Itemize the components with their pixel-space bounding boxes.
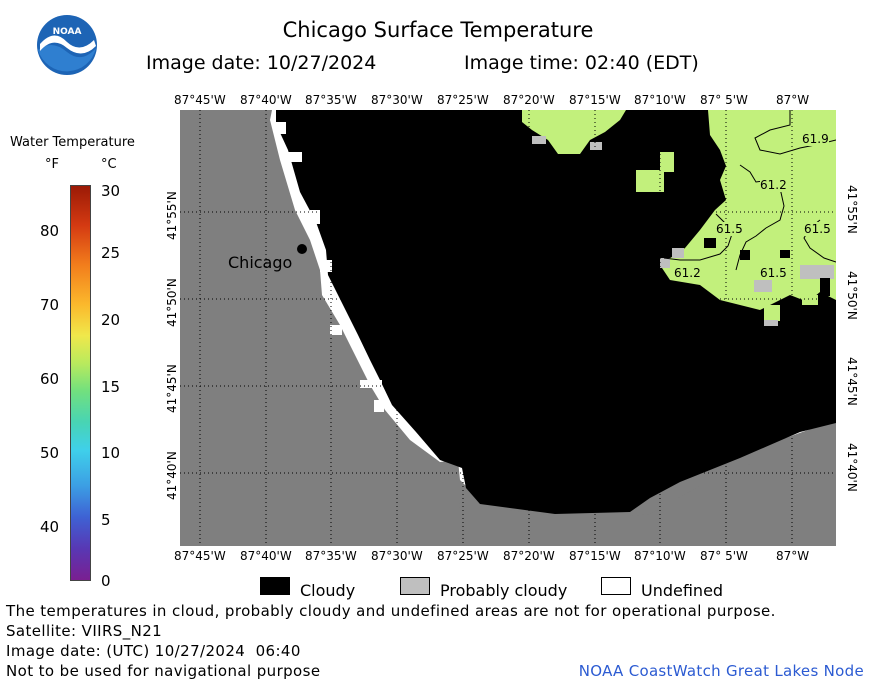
probably-cloudy-5	[800, 265, 834, 279]
contour-label-5: 61.2	[674, 266, 701, 280]
noaa-logo: NOAA	[37, 15, 97, 75]
cloudy-area	[276, 110, 836, 514]
temperature-color-bar	[70, 185, 91, 581]
lat-right-2: 41°50'N	[845, 271, 859, 320]
logo-text: NOAA	[53, 27, 82, 37]
lon-bottom-3: 87°35'W	[305, 549, 357, 563]
node-credit: NOAA CoastWatch Great Lakes Node	[578, 662, 864, 680]
legend-swatch-cloudy	[260, 577, 290, 595]
navigation-warning: Not to be used for navigational purpose	[6, 662, 321, 680]
unit-celsius: °C	[101, 157, 117, 172]
probably-cloudy-1	[532, 136, 546, 144]
chicago-marker	[297, 244, 307, 254]
lon-top-7: 87°15'W	[569, 93, 621, 107]
land-southeast	[458, 426, 836, 546]
lon-bottom-8: 87°10'W	[634, 549, 686, 563]
tick-f-40: 40	[40, 518, 60, 536]
lon-top-8: 87°10'W	[634, 93, 686, 107]
contour-label-2: 61.2	[760, 178, 787, 192]
contour-label-6: 61.5	[760, 266, 787, 280]
legend-label-probably-cloudy: Probably cloudy	[440, 581, 568, 600]
contour-label-1: 61.9	[802, 132, 829, 146]
tick-c-5: 5	[101, 511, 111, 529]
legend-label-cloudy: Cloudy	[300, 581, 356, 600]
satellite-text: Satellite: VIIRS_N21	[6, 622, 163, 640]
unit-fahrenheit: °F	[45, 157, 59, 172]
probably-cloudy-3	[672, 248, 684, 258]
tick-c-0: 0	[101, 572, 111, 590]
lat-left-1: 41°55'N	[165, 191, 179, 240]
lon-top-5: 87°25'W	[437, 93, 489, 107]
graticule	[180, 110, 836, 546]
city-label-chicago: Chicago	[228, 253, 293, 272]
page-title: Chicago Surface Temperature	[282, 18, 594, 42]
probably-cloudy-2	[590, 142, 602, 150]
legend-swatch-probably-cloudy	[400, 577, 430, 595]
lon-top-4: 87°30'W	[371, 93, 423, 107]
lon-bottom-7: 87°15'W	[569, 549, 621, 563]
lon-bottom-6: 87°20'W	[503, 549, 555, 563]
contour-line-2	[735, 164, 785, 271]
lon-top-1: 87°45'W	[174, 93, 226, 107]
lat-right-1: 41°55'N	[845, 185, 859, 234]
tick-f-70: 70	[40, 296, 60, 314]
tick-f-50: 50	[40, 444, 60, 462]
lat-right-4: 41°40'N	[845, 443, 859, 492]
probably-cloudy-4	[754, 280, 772, 292]
water-temp-area-small	[636, 170, 664, 192]
lon-bottom-5: 87°25'W	[437, 549, 489, 563]
lon-top-9: 87° 5'W	[700, 93, 748, 107]
disclaimer-text: The temperatures in cloud, probably clou…	[6, 602, 776, 620]
contour-label-4: 61.5	[804, 222, 831, 236]
probably-cloudy-7	[764, 320, 778, 326]
lon-bottom-2: 87°40'W	[240, 549, 292, 563]
lat-left-3: 41°45'N	[165, 364, 179, 413]
contour-label-3: 61.5	[716, 222, 743, 236]
lat-left-2: 41°50'N	[165, 278, 179, 327]
tick-c-25: 25	[101, 244, 121, 262]
lon-top-3: 87°35'W	[305, 93, 357, 107]
legend-label-undefined: Undefined	[641, 581, 724, 600]
lon-top-10: 87°W	[776, 93, 810, 107]
lat-right-3: 41°45'N	[845, 357, 859, 406]
map-svg	[180, 110, 836, 546]
tick-f-60: 60	[40, 370, 60, 388]
water-temp-area-north	[522, 110, 626, 154]
lon-top-6: 87°20'W	[503, 93, 555, 107]
tick-c-10: 10	[101, 444, 121, 462]
tick-c-15: 15	[101, 378, 121, 396]
utc-date-text: Image date: (UTC) 10/27/2024 06:40	[6, 642, 301, 660]
scale-title: Water Temperature	[10, 135, 135, 150]
probably-cloudy-6	[660, 258, 670, 268]
lon-bottom-10: 87°W	[776, 549, 810, 563]
lon-top-2: 87°40'W	[240, 93, 292, 107]
lat-left-4: 41°40'N	[165, 451, 179, 500]
legend-swatch-undefined	[601, 577, 631, 595]
lon-bottom-4: 87°30'W	[371, 549, 423, 563]
water-temp-area-east	[660, 110, 836, 310]
image-time: Image time: 02:40 (EDT)	[464, 52, 699, 74]
tick-f-80: 80	[40, 222, 60, 240]
temperature-map: 61.9 61.2 61.5 61.5 61.2 61.5 Chicago	[180, 110, 836, 546]
tick-c-20: 20	[101, 311, 121, 329]
lon-bottom-9: 87° 5'W	[700, 549, 748, 563]
image-date: Image date: 10/27/2024	[146, 52, 377, 74]
lon-bottom-1: 87°45'W	[174, 549, 226, 563]
water-temp-area-small2	[660, 152, 674, 172]
tick-c-30: 30	[101, 182, 121, 200]
